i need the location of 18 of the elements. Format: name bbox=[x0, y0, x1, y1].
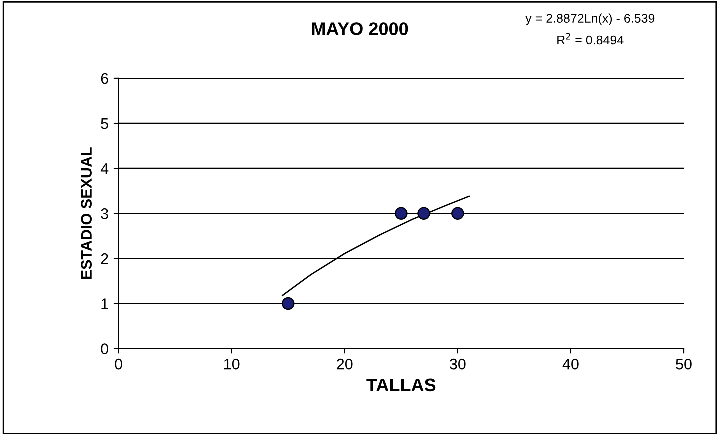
y-tick-label: 0 bbox=[101, 344, 108, 354]
text: R$^{2}$ = 0.8494 bbox=[558, 33, 624, 45]
x-tick-label: 0 bbox=[115, 358, 122, 370]
y-tick-label: 3 bbox=[101, 208, 108, 220]
x-axis-title: TALLAS bbox=[366, 378, 436, 392]
x-tick-label: 30 bbox=[450, 358, 466, 370]
x-tick-label: 20 bbox=[337, 358, 353, 370]
y-axis-title: ESTADIO SEXUAL bbox=[81, 148, 92, 280]
y-tick-label: 2 bbox=[101, 254, 108, 264]
y-tick-label: 5 bbox=[101, 118, 108, 130]
y-tick-label: 6 bbox=[101, 73, 108, 84]
y-tick-label: 1 bbox=[102, 298, 108, 310]
text: y = 2.8872Ln(x) - 6.539 bbox=[526, 14, 655, 26]
y-tick-label: 4 bbox=[100, 164, 109, 174]
x-tick-label: 10 bbox=[224, 358, 240, 370]
x-tick-label: 50 bbox=[676, 358, 692, 370]
x-tick-label: 40 bbox=[562, 358, 579, 370]
chart-title: MAYO 2000 bbox=[312, 22, 408, 36]
